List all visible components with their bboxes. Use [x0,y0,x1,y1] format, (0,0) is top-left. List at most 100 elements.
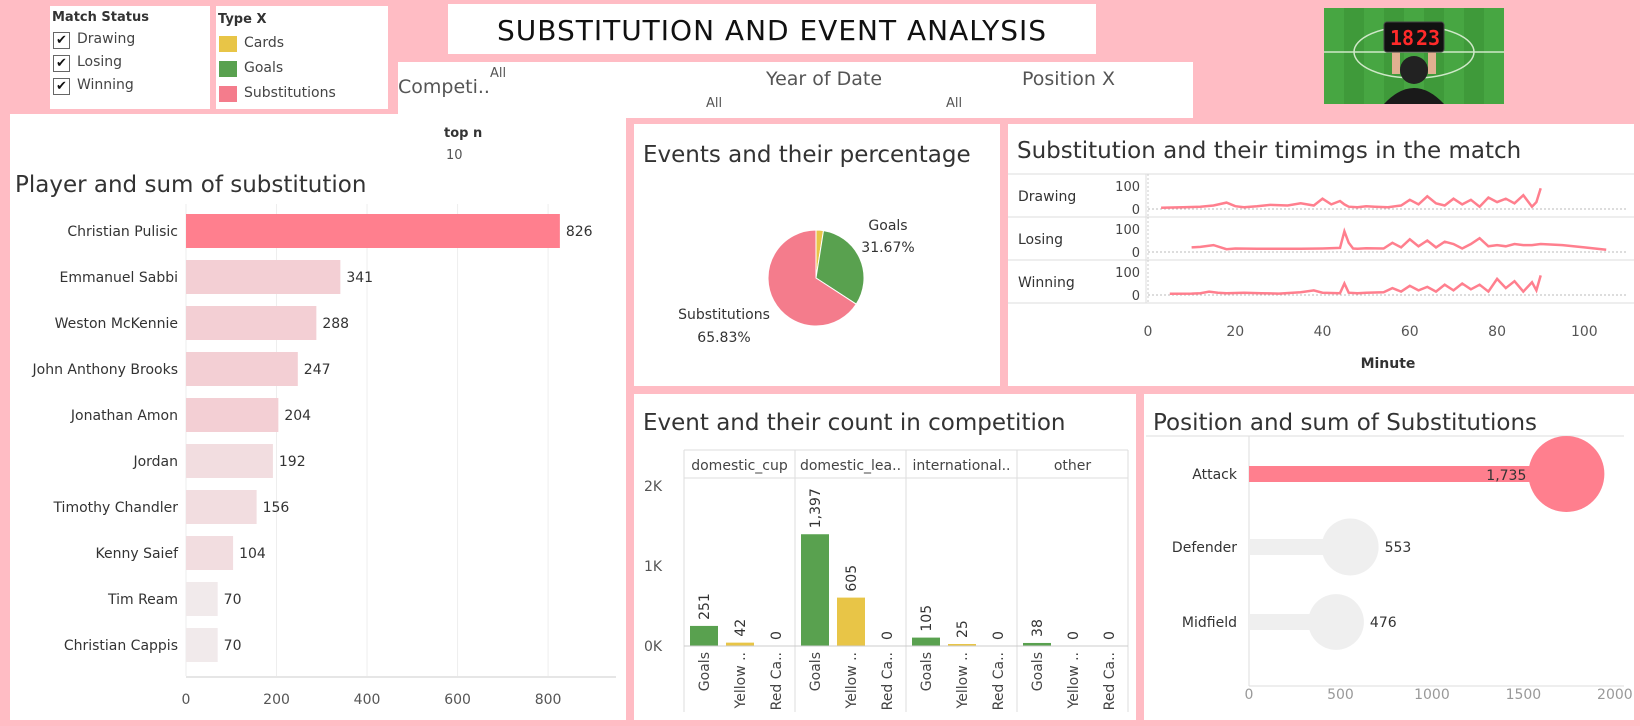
timing-row-label: Drawing [1018,189,1076,205]
player-substitution-chart: top n 10 Player and sum of substitution … [10,114,626,720]
pie-chart-title: Events and their percentage [643,142,971,168]
top-n-value[interactable]: 10 [446,148,463,163]
competition-category-label: Red Ca.. [1102,652,1118,710]
checkbox-winning[interactable]: ✔ [53,78,70,95]
x-tick-label: 0 [182,692,191,708]
player-bar [186,352,298,386]
position-label: Defender [1172,540,1237,556]
legend-label-substitutions[interactable]: Substitutions [244,85,336,101]
legend-swatch-goals[interactable] [219,61,237,77]
match-status-drawing[interactable]: Drawing [77,31,136,47]
legend-swatch-cards[interactable] [219,36,237,52]
substitution-timing-chart: Substitution and their timimgs in the ma… [1008,124,1634,386]
year-filter-label[interactable]: Year of Date [766,68,883,90]
x-tick-label: 0 [1245,687,1254,703]
player-name-label: Tim Ream [107,592,178,608]
x-tick-label: 1500 [1506,687,1542,703]
page-title: SUBSTITUTION AND EVENT ANALYSIS [496,14,1048,47]
pie-value-substitutions: 65.83% [697,330,750,346]
competition-bar-value: 38 [1030,619,1046,637]
competition-bar [837,597,865,646]
competition-category-label: Yellow .. [844,652,860,709]
competition-category-label: Yellow .. [1066,652,1082,709]
pie-value-goals: 31.67% [861,240,914,256]
competition-category-label: Goals [1030,652,1046,691]
competition-bar-value: 605 [844,565,860,592]
position-bar-value: 1,735 [1486,468,1526,484]
match-status-winning[interactable]: Winning [77,77,134,93]
events-percentage-chart: Events and their percentage Goals 31.67% S… [634,124,1000,386]
match-status-label: Match Status [52,10,149,25]
competition-bar-value: 251 [697,593,713,620]
legend-label-cards[interactable]: Cards [244,35,285,51]
match-status-losing[interactable]: Losing [77,54,123,70]
player-name-label: Christian Cappis [64,638,178,654]
player-name-label: John Anthony Brooks [32,362,178,378]
competition-bar-value: 1,397 [808,488,824,528]
competition-bar-value: 0 [1102,631,1118,640]
x-tick-label: 200 [263,692,290,708]
legend-label-goals[interactable]: Goals [244,60,284,76]
y-tick-label: 1K [644,559,663,575]
player-bar [186,536,234,570]
pie-slice-substitutions [767,229,857,327]
player-name-label: Weston McKennie [55,316,178,332]
competition-filter-value[interactable]: All [490,66,507,81]
player-bar [186,306,317,340]
position-svg: Attack 1,735 Defender 553 Midfield 476 0 500 100… [1146,435,1633,703]
x-tick-label: 1000 [1414,687,1450,703]
player-bar-value: 288 [322,316,349,332]
timing-svg: Drawing 100 0 Losing 100 0 Winning 100 0 0 20 40 60 8… [1008,173,1634,372]
player-name-label: Kenny Saief [96,546,180,562]
x-tick-label: 20 [1226,324,1244,340]
y-tick-label: 100 [1115,180,1140,195]
player-chart-title: Player and sum of substitution [15,172,367,198]
competition-category-label: Red Ca.. [880,652,896,710]
position-label: Midfield [1182,615,1237,631]
competition-panel-label: domestic_cup [691,458,788,474]
x-tick-label: 2000 [1597,687,1633,703]
position-filter-value[interactable]: All [946,96,963,111]
player-bar-value: 70 [224,638,242,654]
referee-board-icon: 18 23 [1324,8,1504,104]
competition-bar [726,642,754,646]
extra-filter-value[interactable]: All [706,96,723,111]
competition-bar-value: 0 [769,631,785,640]
checkbox-drawing[interactable]: ✔ [53,32,70,49]
y-tick-label: 0K [644,639,663,655]
player-name-label: Jordan [132,454,178,470]
competition-category-label: Yellow .. [733,652,749,709]
x-tick-label: 400 [354,692,381,708]
competition-svg: 0K 1K 2K domestic_cup 251 Goals 42 Yellow .. 0 Re… [644,449,1129,712]
timing-row-label: Losing [1018,232,1063,248]
competition-bar-value: 105 [919,605,935,632]
competition-category-label: Red Ca.. [769,652,785,710]
player-bar-value: 192 [279,454,306,470]
player-name-label: Christian Pulisic [67,224,178,240]
x-tick-label: 0 [1144,324,1153,340]
timing-line-drawing [1161,187,1542,210]
checkbox-losing[interactable]: ✔ [53,55,70,72]
title-box: SUBSTITUTION AND EVENT ANALYSIS [448,4,1096,54]
x-axis-label: Minute [1361,356,1416,372]
position-filter-label[interactable]: Position X [1022,68,1116,90]
legend-swatch-substitutions[interactable] [219,86,237,102]
x-tick-label: 100 [1571,324,1598,340]
x-tick-label: 500 [1327,687,1354,703]
scoreboard-digits-2: 23 [1416,26,1440,50]
position-label: Attack [1192,467,1238,483]
pie-label-goals: Goals [868,218,907,234]
competition-event-chart: Event and their count in competition 0K 1… [634,394,1136,720]
competition-bar [690,625,718,646]
y-tick-label: 0 [1132,289,1140,304]
y-tick-label: 100 [1115,266,1140,281]
competition-category-label: Goals [919,652,935,691]
player-bar-value: 247 [304,362,331,378]
competition-bar [801,534,829,646]
competition-filter-label[interactable]: Competi.. [398,76,490,98]
player-name-label: Jonathan Amon [70,408,178,424]
timing-row-label: Winning [1018,275,1075,291]
player-bar [186,260,341,294]
competition-bar-value: 42 [733,619,749,637]
position-bar-value: 476 [1370,615,1397,631]
